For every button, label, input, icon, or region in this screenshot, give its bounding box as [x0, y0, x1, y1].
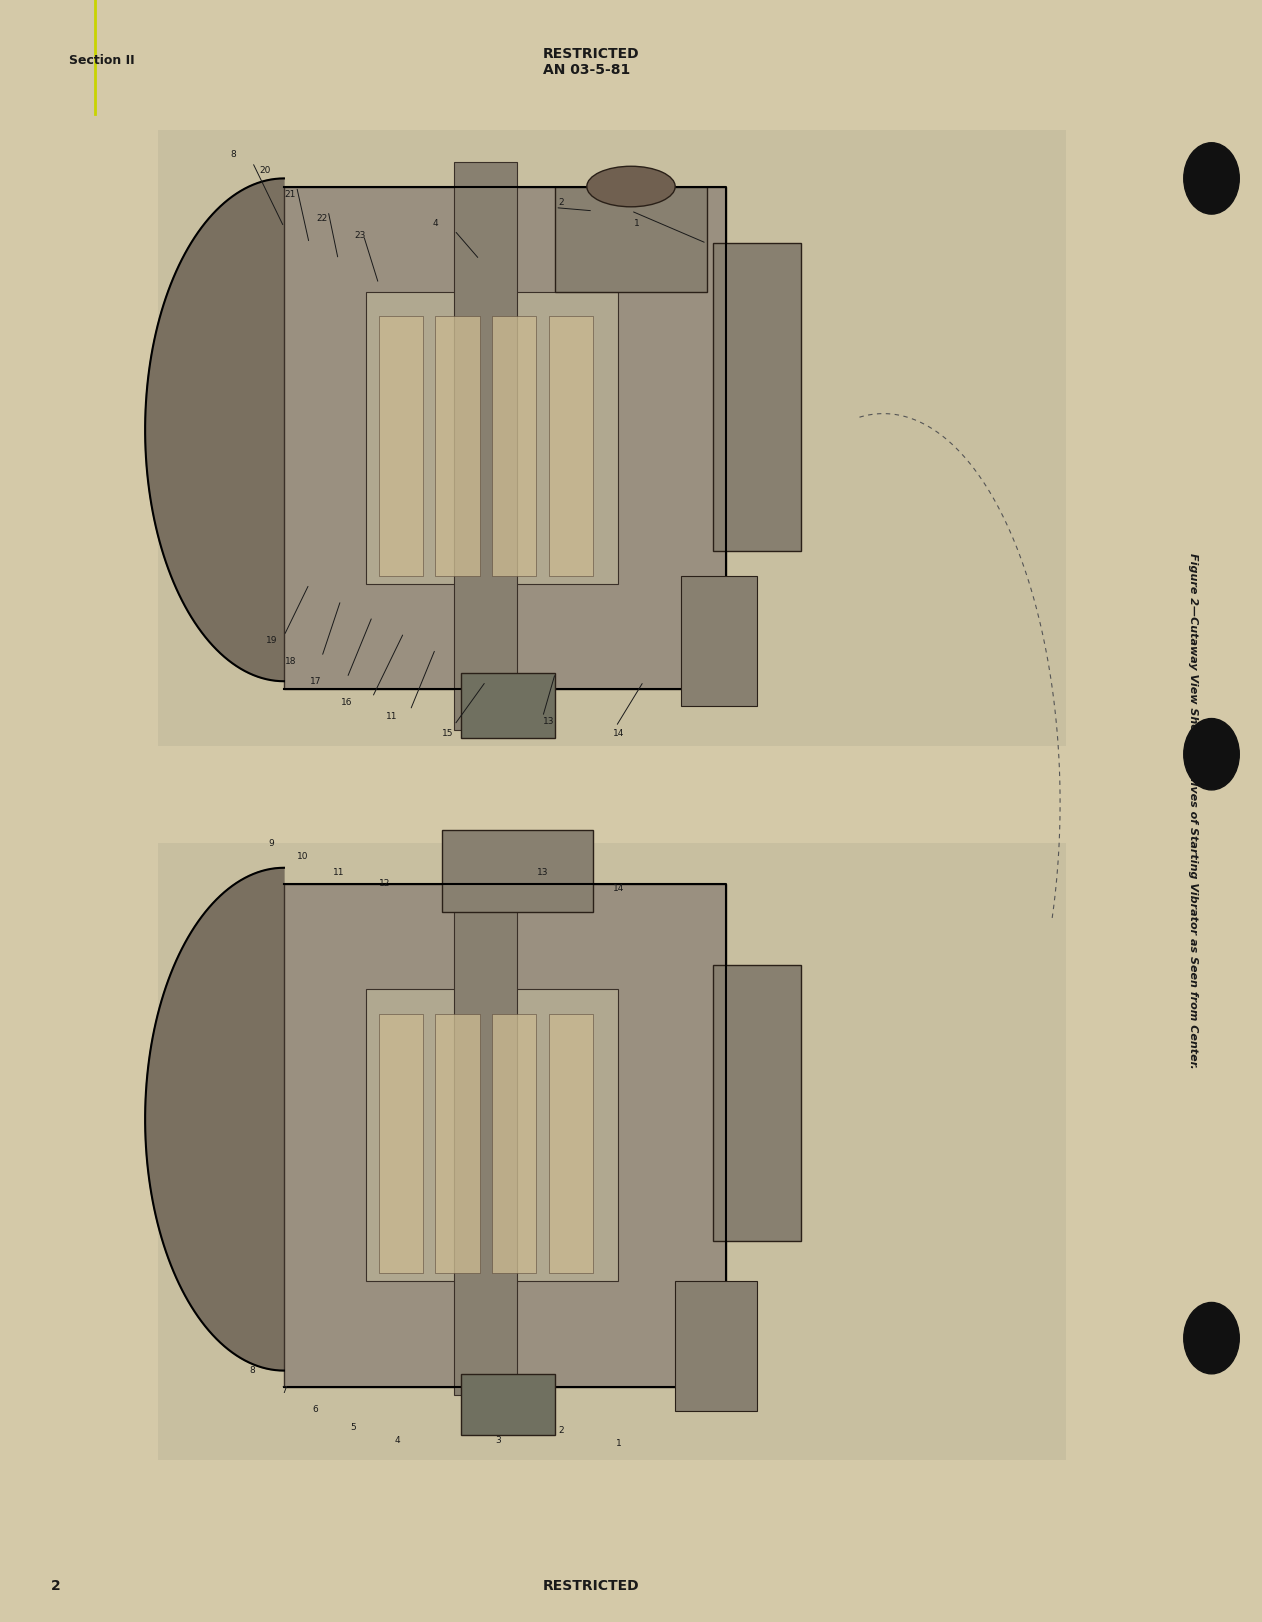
Text: 18: 18 — [284, 657, 297, 667]
Bar — [435, 316, 480, 576]
Text: 14: 14 — [612, 728, 625, 738]
Text: 12: 12 — [379, 879, 391, 889]
Text: 6: 6 — [313, 1405, 318, 1414]
Circle shape — [1184, 719, 1239, 790]
Circle shape — [1184, 143, 1239, 214]
Ellipse shape — [587, 165, 675, 208]
Text: 2: 2 — [559, 1426, 564, 1435]
Text: 13: 13 — [543, 717, 555, 727]
Bar — [379, 316, 423, 576]
Bar — [284, 187, 726, 689]
Bar — [549, 316, 593, 576]
Bar — [366, 292, 618, 584]
Bar — [713, 965, 801, 1241]
Text: Figure 2—Cutaway View Showing Halves of Starting Vibrator as Seen from Center.: Figure 2—Cutaway View Showing Halves of … — [1188, 553, 1198, 1069]
Text: 16: 16 — [341, 697, 353, 707]
Bar — [454, 162, 517, 730]
FancyBboxPatch shape — [158, 130, 1066, 746]
Bar — [379, 1014, 423, 1273]
Text: 13: 13 — [536, 868, 549, 878]
Polygon shape — [145, 868, 284, 1371]
Bar — [442, 830, 593, 912]
Text: 1: 1 — [635, 219, 640, 229]
Text: 22: 22 — [317, 214, 327, 224]
Text: 23: 23 — [353, 230, 366, 240]
Text: 7: 7 — [281, 1385, 286, 1395]
Bar — [681, 576, 757, 706]
Text: 1: 1 — [616, 1439, 621, 1448]
Text: 15: 15 — [442, 728, 454, 738]
Bar — [492, 316, 536, 576]
Bar — [435, 1014, 480, 1273]
Text: 17: 17 — [309, 676, 322, 686]
Bar — [284, 884, 726, 1387]
Text: 9: 9 — [269, 839, 274, 848]
Polygon shape — [145, 178, 284, 681]
Text: 8: 8 — [250, 1366, 255, 1375]
Text: 14: 14 — [612, 884, 625, 894]
Bar — [461, 673, 555, 738]
Text: 2: 2 — [559, 198, 564, 208]
Text: AN 03-5-81: AN 03-5-81 — [543, 63, 630, 76]
Text: 2: 2 — [50, 1580, 61, 1593]
Text: 3: 3 — [496, 1435, 501, 1445]
Bar — [454, 860, 517, 1395]
Text: 20: 20 — [259, 165, 271, 175]
Text: 11: 11 — [332, 868, 345, 878]
Text: RESTRICTED: RESTRICTED — [543, 47, 640, 60]
Bar — [713, 243, 801, 551]
Text: 4: 4 — [395, 1435, 400, 1445]
Text: 5: 5 — [351, 1422, 356, 1432]
Text: Section II: Section II — [69, 54, 135, 67]
Bar — [366, 989, 618, 1281]
Bar — [461, 1374, 555, 1435]
Text: 21: 21 — [284, 190, 297, 200]
Text: 4: 4 — [433, 219, 438, 229]
FancyBboxPatch shape — [158, 843, 1066, 1460]
Text: 8: 8 — [231, 149, 236, 159]
Text: 10: 10 — [297, 852, 309, 861]
Bar — [549, 1014, 593, 1273]
Text: 19: 19 — [265, 636, 278, 646]
Text: 11: 11 — [385, 712, 398, 722]
Circle shape — [1184, 1302, 1239, 1374]
Bar — [492, 1014, 536, 1273]
Bar — [555, 187, 707, 292]
Bar — [675, 1281, 757, 1411]
Text: RESTRICTED: RESTRICTED — [543, 1580, 640, 1593]
